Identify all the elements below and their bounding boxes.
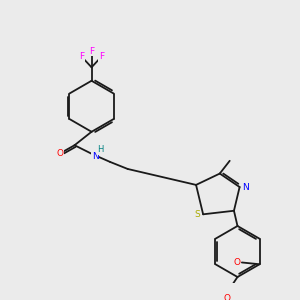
Text: F: F [99,52,104,61]
Text: F: F [89,47,94,56]
Text: O: O [224,294,230,300]
Text: O: O [57,148,64,158]
Text: N: N [92,152,98,161]
Text: N: N [242,182,249,191]
Text: F: F [79,52,84,61]
Text: H: H [98,145,104,154]
Text: O: O [233,258,240,267]
Text: S: S [194,210,200,219]
